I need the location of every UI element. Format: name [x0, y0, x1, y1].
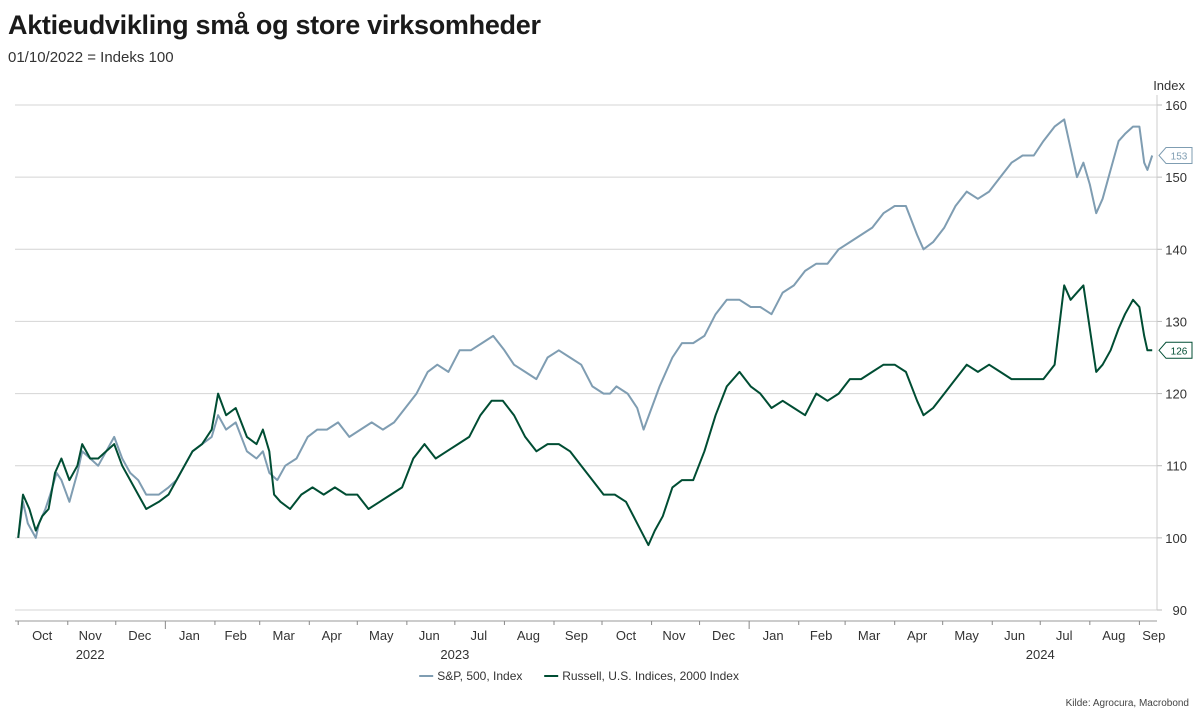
- x-tick-label-16: Feb: [810, 628, 832, 643]
- x-tick-label-6: Apr: [322, 628, 343, 643]
- x-tick-label-9: Jul: [471, 628, 488, 643]
- series-line-0: [17, 118, 1154, 539]
- y-tick-label-110: 110: [1166, 459, 1187, 474]
- x-tick-label-12: Oct: [616, 628, 637, 643]
- y-tick-label-90: 90: [1173, 603, 1187, 618]
- chart-title: Aktieudvikling små og store virksomheder: [8, 10, 541, 40]
- x-tick-label-20: Jun: [1004, 628, 1025, 643]
- chart-subtitle: 01/10/2022 = Indeks 100: [8, 49, 174, 66]
- y-tick-label-160: 160: [1165, 98, 1187, 113]
- series-end-label-0: 153: [1171, 152, 1188, 163]
- series-end-callout-1: [1158, 341, 1193, 359]
- x-tick-label-4: Feb: [225, 628, 247, 643]
- x-year-label-2024: 2024: [1026, 647, 1055, 662]
- y-tick-label-120: 120: [1165, 387, 1187, 402]
- x-tick-label-2: Dec: [128, 628, 152, 643]
- legend-label-1: Russell, U.S. Indices, 2000 Index: [562, 669, 739, 683]
- series-line-1: [17, 284, 1153, 547]
- x-tick-label-13: Nov: [662, 628, 686, 643]
- x-tick-label-17: Mar: [858, 628, 881, 643]
- source-note: Kilde: Agrocura, Macrobond: [1065, 698, 1189, 709]
- x-year-label-2023: 2023: [440, 647, 469, 662]
- x-tick-label-10: Aug: [517, 628, 540, 643]
- x-tick-label-1: Nov: [79, 628, 103, 643]
- x-tick-label-14: Dec: [712, 628, 736, 643]
- y-tick-label-150: 150: [1165, 170, 1187, 185]
- y-tick-label-100: 100: [1165, 531, 1187, 546]
- y-tick-label-140: 140: [1165, 242, 1187, 257]
- x-tick-label-0: Oct: [32, 628, 53, 643]
- x-tick-label-22: Aug: [1102, 628, 1125, 643]
- y-axis-label: Index: [1153, 78, 1185, 93]
- x-tick-label-21: Jul: [1056, 628, 1073, 643]
- y-tick-label-130: 130: [1165, 314, 1187, 329]
- series-end-label-1: 126: [1171, 346, 1188, 357]
- x-tick-label-15: Jan: [763, 628, 784, 643]
- x-tick-label-7: May: [369, 628, 394, 643]
- x-tick-label-19: May: [954, 628, 979, 643]
- x-tick-label-23: Sep: [1142, 628, 1165, 643]
- x-tick-label-3: Jan: [179, 628, 200, 643]
- x-tick-label-5: Mar: [273, 628, 296, 643]
- series-end-callout-0: [1158, 147, 1193, 164]
- x-year-label-2022: 2022: [76, 647, 105, 662]
- x-tick-label-11: Sep: [565, 628, 588, 643]
- legend-label-0: S&P, 500, Index: [437, 669, 522, 683]
- x-tick-label-8: Jun: [419, 628, 440, 643]
- x-tick-label-18: Apr: [907, 628, 928, 643]
